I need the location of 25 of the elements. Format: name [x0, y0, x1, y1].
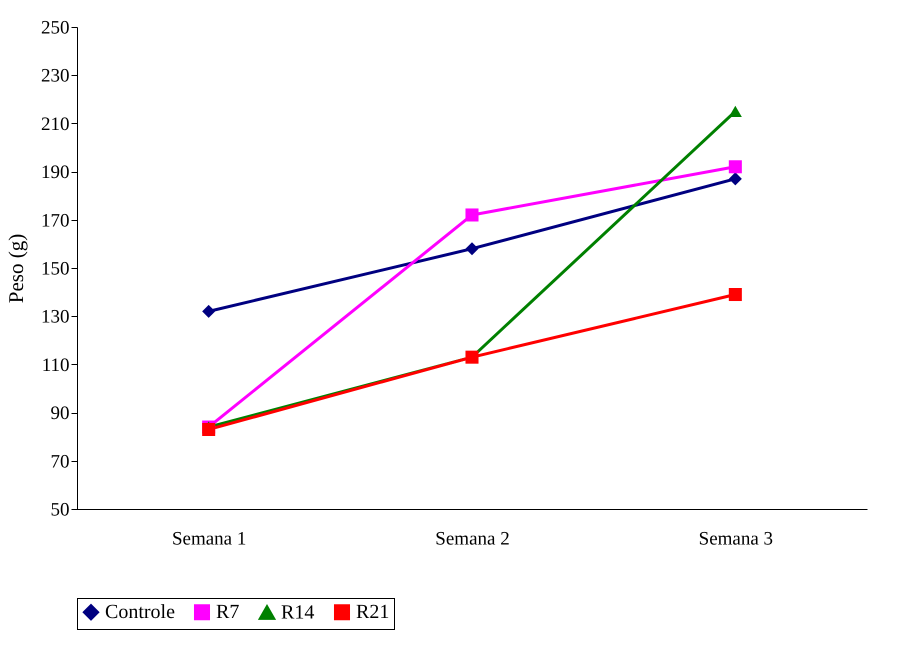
legend-label: R7: [216, 601, 240, 624]
point: [728, 160, 742, 174]
y-tick-label: 230: [41, 66, 70, 87]
y-tick-label: 50: [50, 500, 70, 520]
y-tick-label: 210: [41, 114, 70, 135]
y-tick-label: 110: [42, 354, 70, 376]
x-tick-label: Semana 2: [435, 528, 510, 550]
y-tick-label: 70: [50, 451, 70, 472]
y-axis-title: Peso (g): [4, 234, 28, 304]
legend-label: Controle: [105, 601, 176, 624]
y-tick-label: 170: [41, 210, 70, 232]
y-tick-label: 250: [41, 18, 70, 38]
x-tick-label: Semana 3: [698, 528, 774, 550]
legend-label: R21: [356, 601, 390, 624]
y-tick-label: 130: [41, 306, 70, 328]
point: [728, 172, 742, 186]
y-tick-label: 90: [50, 403, 70, 424]
y-tick-label: 190: [41, 162, 70, 184]
point: [465, 208, 479, 222]
point: [728, 288, 742, 302]
x-tick-label: Semana 1: [172, 528, 246, 550]
point: [202, 304, 216, 318]
point: [465, 242, 479, 256]
y-tick-label: 150: [41, 258, 70, 280]
legend-label: R14: [281, 602, 314, 624]
